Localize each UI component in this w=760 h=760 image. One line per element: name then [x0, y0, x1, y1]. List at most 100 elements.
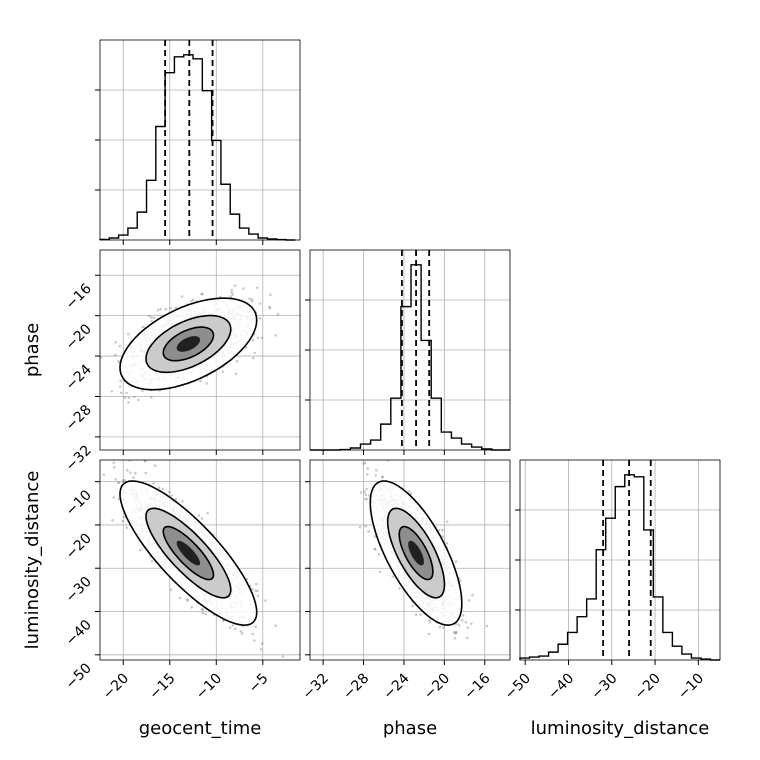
scatter-point — [201, 292, 204, 296]
x-axis-label-phase: phase — [383, 718, 437, 739]
scatter-point — [255, 582, 258, 586]
scatter-point — [200, 292, 203, 296]
scatter-point — [191, 298, 195, 302]
scatter-point — [119, 379, 122, 383]
scatter-point — [441, 535, 444, 538]
scatter-point — [230, 291, 234, 294]
scatter-point — [240, 632, 244, 635]
scatter-point — [123, 396, 127, 399]
scatter-point — [419, 613, 422, 617]
scatter-point — [231, 293, 234, 296]
scatter-point — [127, 401, 130, 404]
scatter-point — [169, 588, 173, 591]
scatter-point — [189, 299, 193, 303]
x-axis-label-geocent-time: geocent_time — [139, 718, 262, 739]
scatter-point — [200, 517, 204, 520]
histogram-luminosity-distance — [519, 474, 720, 661]
scatter-point — [268, 305, 272, 309]
panel-frame — [309, 459, 511, 661]
scatter-point — [251, 587, 254, 591]
y-tick-label: −20 — [63, 321, 95, 353]
data-layer — [99, 40, 720, 661]
scatter-point — [190, 606, 194, 609]
y-tick-label: −24 — [63, 362, 95, 394]
scatter-point — [110, 389, 114, 393]
scatter-point — [254, 589, 257, 592]
contour-line — [119, 480, 258, 627]
scatter-point — [367, 494, 371, 497]
scatter-point — [114, 353, 117, 357]
scatter-point — [111, 519, 114, 522]
scatter-point — [206, 511, 209, 515]
scatter-point — [201, 611, 205, 615]
scatter-point — [358, 525, 362, 529]
scatter-point — [254, 625, 257, 628]
x-tick-label: −5 — [246, 671, 272, 697]
contour-line — [386, 507, 446, 599]
scatter-point — [229, 295, 232, 298]
contours-geocent-time-vs-luminosity-distance — [119, 480, 258, 627]
scatter-point — [256, 589, 259, 593]
scatter-point — [234, 372, 238, 376]
scatter-point — [485, 624, 489, 628]
scatter-point — [364, 524, 367, 528]
scatter-point — [170, 494, 173, 497]
scatter-point — [411, 604, 414, 608]
y-tick-label: −30 — [63, 574, 95, 606]
scatter-point — [118, 344, 122, 348]
scatter-point — [197, 514, 201, 517]
scatter-point — [117, 481, 121, 485]
scatter-point — [378, 570, 382, 574]
y-tick-label: −16 — [63, 281, 95, 313]
scatter-point — [438, 625, 442, 629]
scatter-point — [251, 356, 255, 360]
scatter-point — [119, 391, 123, 395]
scatter-point — [231, 624, 235, 627]
scatter-point — [205, 382, 209, 385]
contour-line — [145, 314, 232, 374]
scatter-point — [112, 496, 116, 499]
scatter-point — [253, 639, 256, 642]
scatter-point — [407, 490, 411, 494]
scatter-point — [253, 351, 257, 355]
scatter-point — [186, 598, 189, 601]
y-tick-label: −10 — [63, 487, 95, 519]
scatter-point — [359, 491, 363, 494]
y-axis-label-luminosity-distance: luminosity_distance — [22, 471, 43, 650]
scatter-point — [380, 476, 384, 479]
scatter-point — [153, 464, 157, 467]
contour-line — [398, 525, 434, 581]
scatter-point — [143, 460, 147, 463]
scatter-point — [235, 359, 239, 363]
scatter-point — [457, 623, 461, 627]
scatter-point — [128, 460, 131, 462]
scatter-point — [363, 490, 366, 494]
scatter-point — [123, 479, 127, 482]
scatter-point — [157, 486, 161, 489]
scatter-point — [367, 530, 370, 533]
scatter-point — [428, 618, 431, 622]
scatter-point — [460, 619, 464, 622]
y-tick-label: −50 — [63, 660, 95, 692]
scatter-point — [377, 553, 381, 556]
scatter-point — [174, 306, 178, 309]
scatter-point — [181, 499, 184, 503]
scatter-point — [152, 482, 155, 485]
scatter-point — [141, 389, 144, 393]
x-tick-label: −28 — [340, 671, 372, 703]
scatter-point — [366, 473, 369, 476]
scatter-point — [250, 298, 254, 301]
scatter-point — [458, 579, 462, 583]
scatter-point — [364, 493, 368, 496]
x-tick-label: −40 — [545, 671, 577, 703]
scatter-point — [199, 379, 202, 383]
scatter-point — [201, 607, 204, 611]
x-tick-label: −32 — [300, 671, 332, 703]
panel-frame — [99, 39, 301, 241]
scatter-point — [150, 319, 153, 323]
scatter-point — [244, 346, 248, 349]
scatter-point — [133, 395, 136, 399]
scatter-point — [258, 302, 262, 305]
contours-phase-vs-luminosity-distance — [369, 480, 463, 626]
scatter-point — [276, 312, 280, 316]
